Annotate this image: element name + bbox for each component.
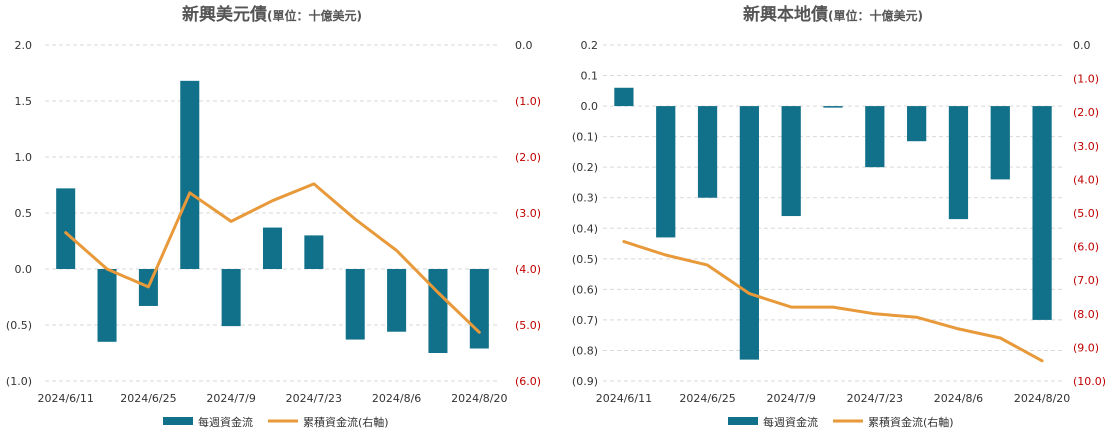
x-tick-label: 2024/7/9 (766, 392, 815, 405)
y-left-tick-label: 0.0 (15, 263, 33, 276)
y-left-tick-label: 1.0 (15, 151, 33, 164)
bar (614, 87, 634, 107)
bar (865, 106, 885, 168)
y-right-tick-label: (5.0) (1073, 207, 1099, 220)
y-left-tick-label: (0.5) (572, 253, 598, 266)
bar (739, 106, 759, 360)
cumulative-flow-line (64, 182, 481, 334)
bar (907, 106, 927, 142)
emerging-local-bond-chart: 新興本地債(單位：十億美元) 0.2 0.1 0.0 (0.1) (0.2) (0.3) (0… (572, 4, 1106, 429)
y-right-tick-label: (9.0) (1073, 341, 1099, 354)
bar (345, 269, 365, 340)
x-tick-label: 2024/6/11 (596, 392, 652, 405)
y-left-tick-label: 0.0 (581, 100, 599, 113)
y-left-tick-label: 0.2 (581, 39, 599, 52)
chart-title: 新興美元債(單位：十億美元) (182, 4, 362, 25)
bar (697, 106, 718, 198)
bar (221, 269, 241, 327)
x-tick-label: 2024/8/20 (1014, 392, 1070, 405)
y-right-tick-label: (6.0) (515, 375, 541, 388)
y-right-tick-label: (2.0) (515, 151, 541, 164)
legend-line-label: 累積資金流(右軸) (303, 415, 389, 429)
chart-title-unit: (單位：十億美元) (267, 8, 362, 23)
y-right-tick-label: (1.0) (515, 95, 541, 108)
y-right-tick-label: (4.0) (1073, 173, 1099, 186)
chart-title-main: 新興美元債 (182, 4, 267, 25)
y-right-tick-label: (6.0) (1073, 241, 1099, 254)
y-left-tick-label: (0.3) (572, 192, 598, 205)
x-tick-label: 2024/7/23 (286, 392, 342, 405)
y-left-tick-label: (0.9) (572, 375, 598, 388)
bar (262, 227, 283, 269)
y-right-tick-label: 0.0 (1073, 39, 1091, 52)
y-left-tick-label: 2.0 (15, 39, 33, 52)
y-right-tick-label: (3.0) (1073, 140, 1099, 153)
y-left-tick-label: (0.7) (572, 314, 598, 327)
y-right-tick-label: (1.0) (1073, 73, 1099, 86)
emerging-usd-bond-chart: 新興美元債(單位：十億美元) 2.0 1.5 1.0 0.5 0.0 (0.5) (1.0) 0… (6, 4, 541, 429)
bar (304, 235, 324, 269)
legend-bar-swatch (728, 417, 758, 425)
bar (948, 106, 969, 220)
y-left-tick-label: (0.1) (572, 131, 598, 144)
y-right-tick-label: (8.0) (1073, 308, 1099, 321)
legend-bar-label: 每週資金流 (198, 415, 253, 429)
legend-line-label: 累積資金流(右軸) (868, 415, 954, 429)
y-right-tick-label: (5.0) (515, 319, 541, 332)
bar (823, 106, 843, 108)
bar (387, 269, 407, 332)
y-left-tick-label: (1.0) (6, 375, 32, 388)
bar (469, 269, 489, 349)
x-tick-label: 2024/7/9 (206, 392, 255, 405)
legend-bar-label: 每週資金流 (763, 415, 818, 429)
y-left-tick-label: 0.5 (15, 207, 33, 220)
y-right-tick-label: (2.0) (1073, 106, 1099, 119)
bar (428, 269, 448, 353)
y-left-tick-label: 0.1 (581, 70, 599, 83)
x-tick-label: 2024/6/25 (679, 392, 735, 405)
y-left-tick-label: 1.5 (15, 95, 33, 108)
x-tick-label: 2024/6/25 (120, 392, 176, 405)
bar (180, 80, 200, 269)
bar (56, 188, 76, 269)
chart-title-main: 新興本地債 (743, 4, 828, 25)
bar (656, 106, 676, 238)
bar (781, 106, 801, 217)
bar (97, 269, 117, 342)
y-right-tick-label: (7.0) (1073, 274, 1099, 287)
chart-title: 新興本地債(單位：十億美元) (743, 4, 923, 25)
x-tick-label: 2024/6/11 (37, 392, 93, 405)
chart-title-unit: (單位：十億美元) (828, 8, 923, 23)
y-right-tick-label: 0.0 (515, 39, 533, 52)
legend-bar-swatch (163, 417, 193, 425)
y-left-tick-label: (0.4) (572, 222, 598, 235)
cumulative-flow-line (622, 240, 1044, 363)
y-right-tick-label: (10.0) (1073, 375, 1106, 388)
y-left-tick-label: (0.5) (6, 319, 32, 332)
y-left-tick-label: (0.8) (572, 344, 598, 357)
y-right-tick-label: (3.0) (515, 207, 541, 220)
y-left-tick-label: (0.2) (572, 161, 598, 174)
x-tick-label: 2024/8/6 (372, 392, 421, 405)
y-right-tick-label: (4.0) (515, 263, 541, 276)
x-tick-label: 2024/7/23 (847, 392, 903, 405)
x-tick-label: 2024/8/6 (934, 392, 983, 405)
x-tick-label: 2024/8/20 (451, 392, 507, 405)
y-left-tick-label: (0.6) (572, 283, 598, 296)
bar (990, 106, 1010, 180)
bar (1032, 106, 1052, 320)
